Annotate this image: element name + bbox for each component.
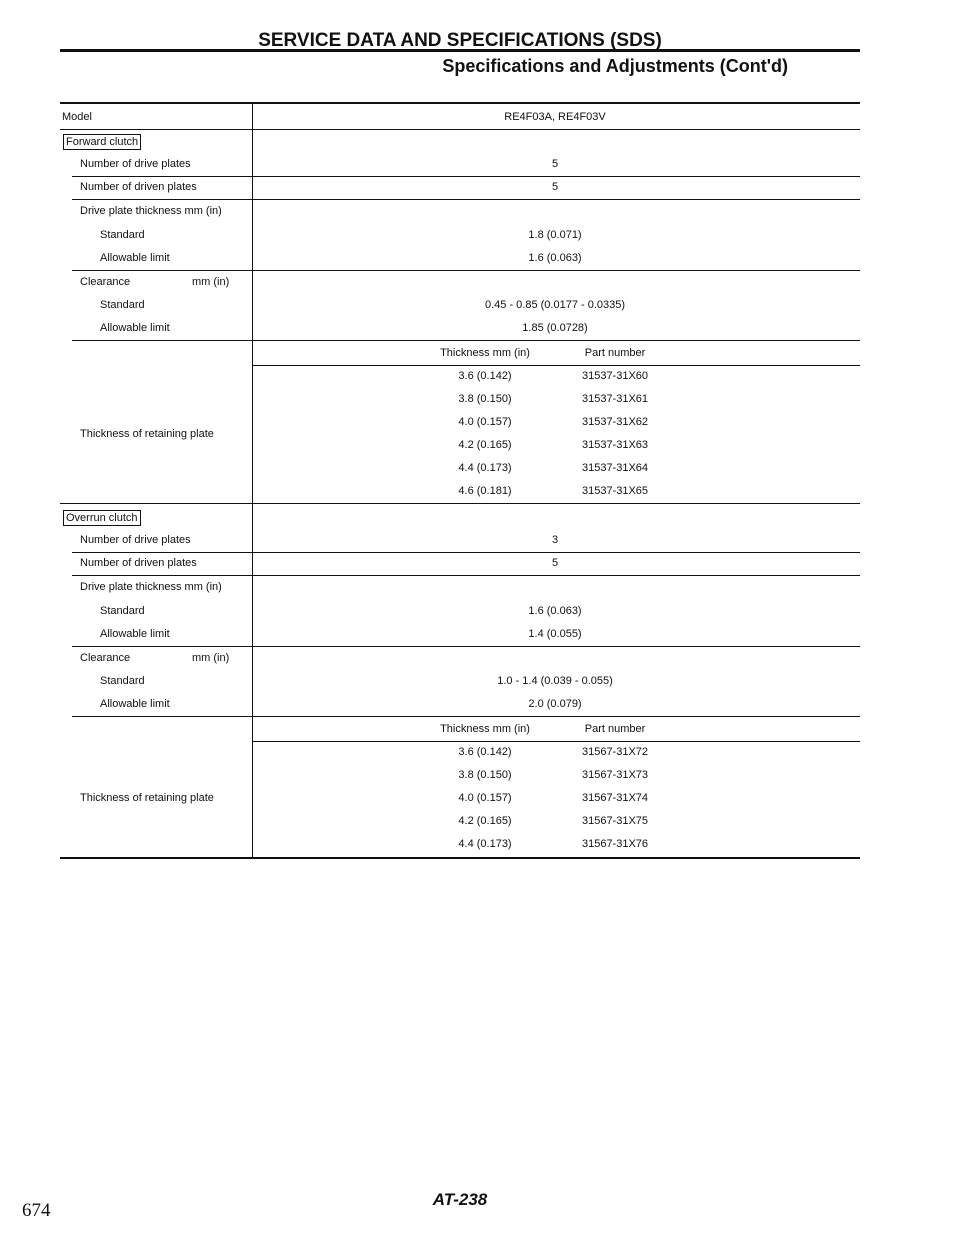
table-rule [72, 646, 860, 647]
row-label: Number of drive plates [80, 534, 191, 546]
thickness-cell: 4.4 (0.173) [458, 462, 512, 474]
book-page-number: 674 [22, 1200, 51, 1221]
row-label: Thickness of retaining plate [80, 792, 214, 804]
row-label: Clearance [80, 276, 131, 288]
row-sublabel: Standard [100, 299, 145, 311]
row-sublabel: Allowable limit [100, 322, 170, 334]
column-divider [252, 102, 253, 858]
row-label: Drive plate thickness mm (in) [80, 581, 222, 593]
table-rule [72, 199, 860, 200]
thickness-cell: 4.2 (0.165) [458, 815, 512, 827]
table-rule [60, 503, 860, 504]
unit-label: mm (in) [192, 652, 230, 664]
row-sublabel: Standard [100, 229, 145, 241]
row-value: 0.45 - 0.85 (0.0177 - 0.0335) [484, 299, 626, 311]
thickness-cell: 3.6 (0.142) [458, 746, 512, 758]
thickness-cell: 4.6 (0.181) [458, 485, 512, 497]
row-label: Number of drive plates [80, 158, 191, 170]
row-label: Number of driven plates [80, 181, 197, 193]
thickness-cell: 3.6 (0.142) [458, 370, 512, 382]
row-value: 3 [551, 534, 559, 546]
row-value: 1.6 (0.063) [528, 252, 582, 264]
part-number-cell: 31537-31X63 [581, 439, 649, 451]
row-value: 5 [551, 158, 559, 170]
table-rule [60, 129, 860, 130]
part-number-cell: 31567-31X75 [581, 815, 649, 827]
table-rule [252, 741, 860, 742]
row-sublabel: Standard [100, 675, 145, 687]
thickness-cell: 4.2 (0.165) [458, 439, 512, 451]
part-number-cell: 31537-31X65 [581, 485, 649, 497]
table-rule [252, 365, 860, 366]
part-number-cell: 31537-31X62 [581, 416, 649, 428]
row-label: Number of driven plates [80, 557, 197, 569]
column-header: Thickness mm (in) [440, 723, 530, 735]
part-number-cell: 31567-31X74 [581, 792, 649, 804]
section-heading: Forward clutch [63, 134, 142, 150]
part-number-cell: 31567-31X76 [581, 838, 649, 850]
part-number-cell: 31537-31X64 [581, 462, 649, 474]
page-subtitle: Specifications and Adjustments (Cont'd) [442, 56, 788, 76]
part-number-cell: 31537-31X60 [581, 370, 649, 382]
thickness-cell: 3.8 (0.150) [458, 769, 512, 781]
row-sublabel: Standard [100, 605, 145, 617]
table-rule [72, 552, 860, 553]
row-sublabel: Allowable limit [100, 628, 170, 640]
row-value: 2.0 (0.079) [528, 698, 582, 710]
row-value: 1.85 (0.0728) [522, 322, 588, 334]
table-rule [72, 270, 860, 271]
table-rule [72, 716, 860, 717]
table-rule [72, 176, 860, 177]
unit-label: mm (in) [192, 276, 230, 288]
table-bottom-rule [60, 857, 860, 859]
page-title: SERVICE DATA AND SPECIFICATIONS (SDS) [258, 30, 662, 51]
row-sublabel: Allowable limit [100, 252, 170, 264]
column-header: Part number [584, 347, 646, 359]
row-value: 1.0 - 1.4 (0.039 - 0.055) [497, 675, 613, 687]
thickness-cell: 4.0 (0.157) [458, 416, 512, 428]
part-number-cell: 31567-31X73 [581, 769, 649, 781]
title-rule [60, 49, 860, 52]
model-value: RE4F03A, RE4F03V [504, 111, 606, 123]
column-header: Thickness mm (in) [440, 347, 530, 359]
row-value: 1.6 (0.063) [528, 605, 582, 617]
model-label: Model [62, 111, 92, 123]
row-label: Thickness of retaining plate [80, 427, 214, 440]
row-value: 1.8 (0.071) [528, 229, 582, 241]
row-label: Drive plate thickness mm (in) [80, 205, 222, 217]
part-number-cell: 31567-31X72 [581, 746, 649, 758]
table-rule [72, 340, 860, 341]
part-number-cell: 31537-31X61 [581, 393, 649, 405]
row-value: 1.4 (0.055) [528, 628, 582, 640]
row-label: Clearance [80, 652, 131, 664]
thickness-cell: 4.4 (0.173) [458, 838, 512, 850]
row-value: 5 [551, 557, 559, 569]
thickness-cell: 3.8 (0.150) [458, 393, 512, 405]
page-code: AT-238 [432, 1190, 488, 1209]
column-header: Part number [584, 723, 646, 735]
table-rule [72, 575, 860, 576]
row-sublabel: Allowable limit [100, 698, 170, 710]
thickness-cell: 4.0 (0.157) [458, 792, 512, 804]
section-heading: Overrun clutch [63, 510, 141, 526]
table-top-rule [60, 102, 860, 104]
row-value: 5 [551, 181, 559, 193]
